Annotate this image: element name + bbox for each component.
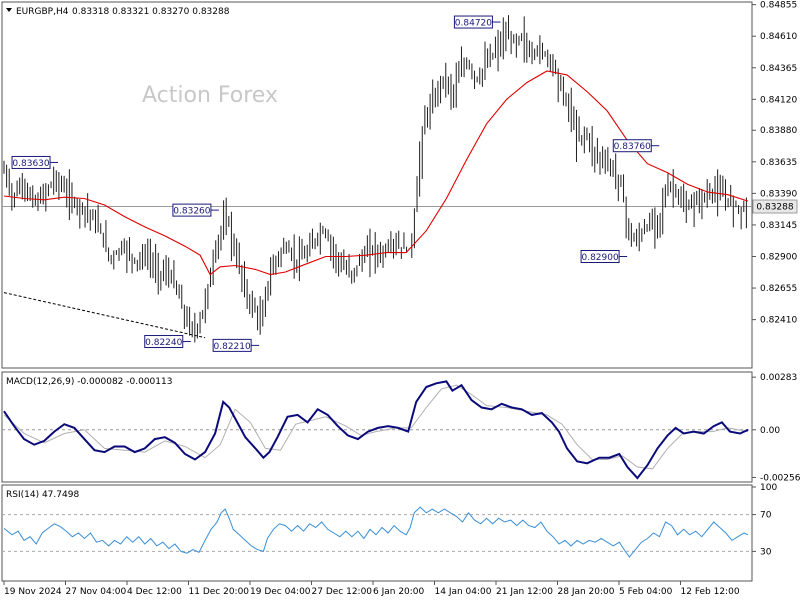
price-axis-label: 0.83635: [760, 158, 797, 168]
current-price-tag-value: 0.83288: [756, 203, 793, 213]
price-axis-label: 0.82900: [760, 252, 797, 262]
time-axis-label: 28 Jan 20:00: [558, 587, 615, 597]
rsi-axis-label: 100: [760, 483, 777, 493]
macd-axis-label: 0.00283: [760, 373, 797, 383]
time-axis-label: 12 Feb 12:00: [681, 587, 740, 597]
macd-panel[interactable]: MACD(12,26,9) -0.000082 -0.000113 0.0028…: [1, 371, 800, 483]
price-axis-label: 0.84120: [760, 95, 797, 105]
price-axis-label: 0.82655: [760, 284, 797, 294]
current-price-tag-box: [752, 199, 798, 214]
time-axis-label: 27 Nov 04:00: [66, 587, 127, 597]
price-axis-label: 0.84610: [760, 32, 797, 42]
rsi-axis-label: 70: [760, 511, 772, 521]
price-annotations: 0.83630 0.83260 0.82240 0.82210 0.84720 0.837…: [11, 15, 660, 352]
macd-panel-frame: [1, 371, 753, 483]
time-axis-label: 19 Nov 2024: [4, 587, 62, 597]
time-axis-label: 14 Jan 04:00: [435, 587, 492, 597]
price-annotation-label: 0.83760: [614, 142, 651, 152]
price-annotation-label: 0.82210: [214, 342, 251, 352]
moving-average-line: [3, 70, 749, 276]
price-annotation-label: 0.83260: [173, 207, 210, 217]
rsi-title: RSI(14) 47.7498: [6, 490, 79, 500]
price-panel[interactable]: Action Forex 0.83630 0.83260 0.82240 0.8221…: [1, 1, 798, 369]
time-axis-label: 4 Dec 12:00: [127, 587, 182, 597]
price-annotation-label: 0.82900: [581, 253, 618, 263]
macd-title: MACD(12,26,9) -0.000082 -0.000113: [6, 377, 172, 387]
time-axis-label: 11 Dec 20:00: [189, 587, 250, 597]
price-annotation-label: 0.83630: [12, 159, 49, 169]
price-annotation-label: 0.82240: [145, 338, 182, 348]
current-price-tag: 0.83288: [752, 199, 798, 214]
symbol-label: EURGBP,H4: [16, 7, 69, 17]
rsi-axis-label: 30: [760, 547, 772, 557]
collapse-triangle-icon[interactable]: [6, 8, 12, 12]
price-axis-label: 0.83390: [760, 189, 797, 199]
chart-header: EURGBP,H4 0.83318 0.83321 0.83270 0.8328…: [6, 7, 230, 17]
ohlc-values: 0.83318 0.83321 0.83270 0.83288: [72, 7, 230, 17]
price-axis-label: 0.83145: [760, 221, 797, 231]
trend-line: [3, 292, 206, 339]
watermark-text: Action Forex: [142, 83, 278, 108]
macd-axis-label: 0.00: [760, 426, 780, 436]
macd-main-line: [3, 380, 749, 480]
price-annotation-label: 0.84720: [455, 19, 492, 29]
time-axis-label: 21 Jan 12:00: [496, 587, 553, 597]
price-axis: 0.84855 0.84610 0.84365 0.84120 0.83880 0.836…: [752, 1, 797, 326]
price-axis-label: 0.82410: [760, 316, 797, 326]
price-axis-label: 0.84365: [760, 64, 797, 74]
rsi-panel[interactable]: RSI(14) 47.7498 100 70 30: [1, 483, 777, 582]
rsi-axis: 100 70 30: [752, 483, 777, 557]
macd-axis-label: -0.002563: [760, 473, 800, 483]
price-axis-label: 0.83880: [760, 126, 797, 136]
time-axis-label: 27 Dec 12:00: [312, 587, 373, 597]
time-axis: 19 Nov 2024 27 Nov 04:00 4 Dec 12:00 11 Dec…: [3, 581, 740, 597]
time-axis-label: 19 Dec 04:00: [250, 587, 311, 597]
macd-axis: 0.00283 0.00 -0.002563: [752, 373, 800, 483]
price-panel-frame: [1, 1, 753, 369]
time-axis-label: 6 Jan 20:00: [373, 587, 425, 597]
rsi-line: [3, 506, 749, 558]
price-axis-label: 0.84855: [760, 1, 797, 11]
time-axis-label: 5 Feb 04:00: [619, 587, 673, 597]
